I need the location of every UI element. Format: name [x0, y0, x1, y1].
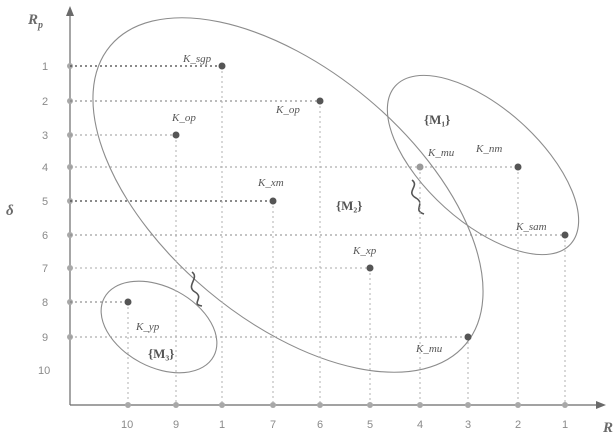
point: [269, 197, 277, 205]
point: [124, 298, 132, 306]
x-ticks: 10 9 1 7 6 5 4 3 2 1: [121, 402, 568, 431]
squiggle-connector: [190, 271, 203, 307]
x-tick-marker: [465, 402, 471, 408]
point-label: K_yp: [135, 321, 160, 333]
point: [514, 163, 522, 171]
point: [561, 231, 569, 239]
point: [316, 97, 324, 105]
x-tick-label: 1: [562, 419, 568, 431]
x-tick-marker: [317, 402, 323, 408]
point-label: K_sgp: [182, 53, 212, 65]
y-axis-label: Rp: [27, 12, 43, 31]
set-m1-label: {M₁}: [424, 112, 450, 127]
set-m3-label: {M₃}: [148, 346, 174, 361]
y-tick-label: 5: [42, 196, 48, 208]
x-tick-label: 1: [219, 419, 225, 431]
x-tick-marker: [515, 402, 521, 408]
x-tick-label: 7: [270, 419, 276, 431]
horizontal-guides: [70, 65, 565, 338]
point-label: K_mu: [415, 343, 443, 355]
point-label: K_nm: [475, 143, 502, 155]
point-label: K_op: [275, 104, 300, 116]
y-side-label: δ: [6, 203, 14, 219]
point-label: K_op: [171, 112, 196, 124]
y-tick-label: 8: [42, 297, 48, 309]
y-ticks: 1 2 3 4 5 6 7 8 9 10: [38, 61, 73, 377]
points: [124, 62, 569, 341]
x-tick-label: 6: [317, 419, 323, 431]
x-tick-label: 4: [417, 419, 423, 431]
point: [172, 131, 180, 139]
y-tick-label: 2: [42, 96, 48, 108]
x-tick-marker: [270, 402, 276, 408]
set-m1-ellipse: [386, 74, 580, 256]
x-tick-label: 10: [121, 419, 133, 431]
set-m3-ellipse: [100, 280, 218, 374]
y-tick-label: 10: [38, 365, 50, 377]
y-tick-label: 1: [42, 61, 48, 73]
x-tick-marker: [173, 402, 179, 408]
x-tick-label: 2: [515, 419, 521, 431]
x-tick-label: 5: [367, 419, 373, 431]
x-tick-label: 3: [465, 419, 471, 431]
x-axis-label: R: [602, 420, 613, 436]
x-tick-marker: [219, 402, 225, 408]
x-tick-label: 9: [173, 419, 179, 431]
point-label: K_sam: [515, 221, 547, 233]
x-tick-marker: [125, 402, 131, 408]
x-axis-arrow: [596, 401, 606, 409]
point: [416, 163, 424, 171]
vertical-guides: [127, 66, 566, 405]
point: [218, 62, 226, 70]
y-tick-label: 7: [42, 263, 48, 275]
point: [366, 264, 374, 272]
x-tick-marker: [562, 402, 568, 408]
point-label: K_xp: [352, 245, 377, 257]
x-tick-marker: [417, 402, 423, 408]
set-m2-ellipse: [92, 17, 484, 373]
point: [464, 333, 472, 341]
set-m2-label: {M₂}: [336, 198, 362, 213]
y-tick-label: 9: [42, 332, 48, 344]
y-axis-arrow: [66, 6, 74, 16]
y-tick-label: 4: [42, 162, 48, 174]
y-tick-label: 6: [42, 230, 48, 242]
squiggle-connector: [411, 179, 425, 215]
point-label: K_mu: [427, 147, 455, 159]
y-tick-label: 3: [42, 130, 48, 142]
point-label: K_xm: [257, 177, 284, 189]
